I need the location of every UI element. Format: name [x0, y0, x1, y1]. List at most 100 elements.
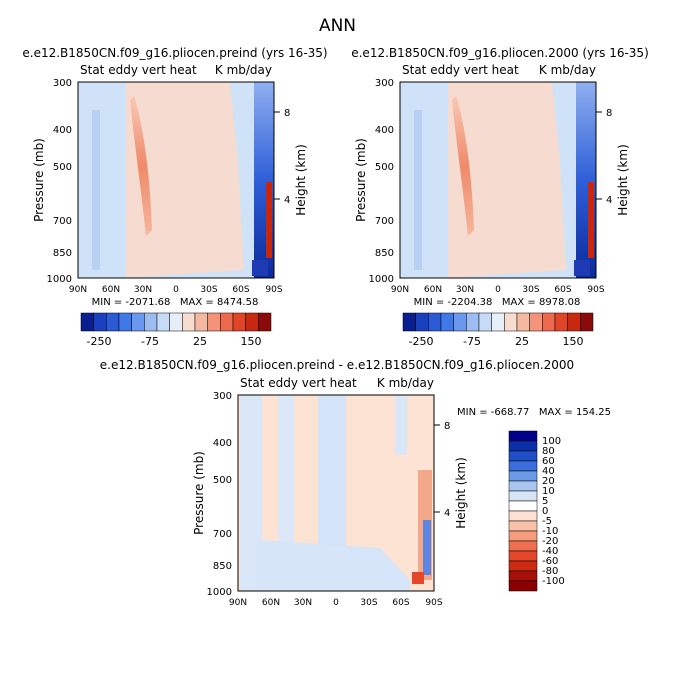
colorbar-swatch	[93, 312, 107, 332]
latitude-axis: 90N 60N 30N 0 30S 60S 90S	[69, 285, 283, 295]
colorbar-swatch	[453, 312, 467, 332]
page-title: ANN	[319, 16, 356, 36]
colorbar-swatch	[428, 312, 442, 332]
field-warm-region	[448, 82, 566, 278]
pressure-tick: 1000	[369, 274, 394, 285]
colorbar-swatch	[80, 312, 94, 332]
colorbar-swatch	[508, 450, 538, 462]
field-cool-lower	[262, 540, 410, 591]
pressure-tick: 850	[213, 561, 232, 572]
colorbar-label: -60	[542, 556, 558, 567]
latitude-tick: 90N	[69, 285, 87, 295]
field-cool-band	[92, 110, 100, 270]
latitude-tick: 90N	[391, 285, 409, 295]
latitude-axis: 90N 60N 30N 0 30S 60S 90S	[391, 285, 605, 295]
colorbar-swatch	[542, 312, 556, 332]
colorbar-label: -20	[542, 536, 558, 547]
colorbar-swatch	[182, 312, 196, 332]
colorbar-swatch	[232, 312, 246, 332]
pressure-tick: 1000	[47, 274, 72, 285]
colorbar-swatch	[508, 490, 538, 502]
colorbar-swatch	[529, 312, 543, 332]
colorbar	[402, 312, 594, 332]
pressure-axis-label: Pressure (mb)	[192, 451, 206, 535]
pressure-tick: 300	[375, 78, 394, 89]
pressure-tick: 850	[375, 248, 394, 259]
colorbar-swatch	[554, 312, 568, 332]
panel-subtitle-left: Stat eddy vert heat	[80, 63, 197, 77]
colorbar-swatch	[466, 312, 480, 332]
latitude-tick: 60N	[102, 285, 120, 295]
colorbar-swatch	[508, 550, 538, 562]
colorbar-label: -250	[409, 335, 434, 348]
colorbar-swatch	[207, 312, 221, 332]
plot-frame	[399, 81, 597, 279]
field-warm-region	[126, 82, 244, 278]
height-tick: 8	[444, 421, 450, 432]
panel-title: e.e12.B1850CN.f09_g16.pliocen.2000 (yrs …	[351, 46, 649, 60]
colorbar-label: 150	[563, 335, 584, 348]
height-axis: 8 4	[434, 421, 450, 519]
pressure-tick: 700	[375, 216, 394, 227]
field-warm-streak	[452, 96, 474, 236]
heatmap-field	[78, 82, 274, 278]
colorbar-swatch	[508, 480, 538, 492]
latitude-tick: 30N	[134, 285, 152, 295]
colorbar-label: -80	[542, 566, 558, 577]
latitude-tick: 60S	[554, 285, 571, 295]
height-tick: 4	[284, 195, 290, 206]
pressure-tick: 700	[53, 216, 72, 227]
latitude-axis: 90N 60N 30N 0 30S 60S 90S	[229, 598, 443, 608]
pressure-axis: 300 400 500 700 850 1000	[369, 78, 394, 285]
latitude-tick: 90S	[425, 598, 442, 608]
colorbar-swatch	[508, 500, 538, 512]
pressure-axis: 300 400 500 700 850 1000	[47, 78, 72, 285]
min-max-stats: MIN = -2204.38 MAX = 8978.08	[414, 297, 581, 308]
colorbar-swatch	[245, 312, 259, 332]
colorbar-swatch	[508, 530, 538, 542]
colorbar-swatch	[258, 312, 272, 332]
pressure-axis: 300 400 500 700 850 1000	[207, 391, 232, 598]
colorbar-labels: -250 -75 25 150	[409, 335, 584, 348]
panel-2000: e.e12.B1850CN.f09_g16.pliocen.2000 (yrs …	[351, 46, 649, 348]
height-axis: 8 4	[596, 108, 612, 206]
colorbar-label: 25	[515, 335, 529, 348]
panel-subtitle-right: K mb/day	[539, 63, 596, 77]
latitude-tick: 0	[173, 285, 179, 295]
panel-subtitle-left: Stat eddy vert heat	[402, 63, 519, 77]
colorbar-label: 20	[542, 476, 555, 487]
panel-preind: e.e12.B1850CN.f09_g16.pliocen.preind (yr…	[22, 46, 327, 348]
colorbar	[508, 430, 538, 592]
panel-subtitle-right: K mb/day	[377, 376, 434, 390]
colorbar-label: -5	[542, 516, 552, 527]
colorbar-label: 0	[542, 506, 548, 517]
colorbar-swatch	[580, 312, 594, 332]
colorbar-label: 150	[241, 335, 262, 348]
colorbar-label: -75	[141, 335, 159, 348]
colorbar-swatch	[508, 510, 538, 522]
colorbar-swatch	[508, 430, 538, 442]
latitude-tick: 30N	[456, 285, 474, 295]
colorbar-swatch	[131, 312, 145, 332]
min-max-stats: MIN = -668.77 MAX = 154.25	[457, 407, 611, 418]
panel-title: e.e12.B1850CN.f09_g16.pliocen.preind (yr…	[22, 46, 327, 60]
colorbar-swatch	[504, 312, 518, 332]
latitude-tick: 60N	[262, 598, 280, 608]
colorbar-label: 10	[542, 486, 555, 497]
pressure-tick: 300	[53, 78, 72, 89]
pressure-tick: 700	[213, 529, 232, 540]
colorbar-label: 60	[542, 456, 555, 467]
colorbar-label: 25	[193, 335, 207, 348]
latitude-tick: 60S	[232, 285, 249, 295]
latitude-tick: 90S	[587, 285, 604, 295]
colorbar-swatch	[220, 312, 234, 332]
height-tick: 8	[606, 108, 612, 119]
pressure-tick: 1000	[207, 587, 232, 598]
field-positive-spot	[588, 182, 594, 258]
colorbar-swatch	[491, 312, 505, 332]
colorbar-swatch	[508, 460, 538, 472]
latitude-tick: 30S	[522, 285, 539, 295]
height-axis-label: Height (km)	[454, 457, 468, 528]
height-axis-label: Height (km)	[616, 144, 630, 215]
